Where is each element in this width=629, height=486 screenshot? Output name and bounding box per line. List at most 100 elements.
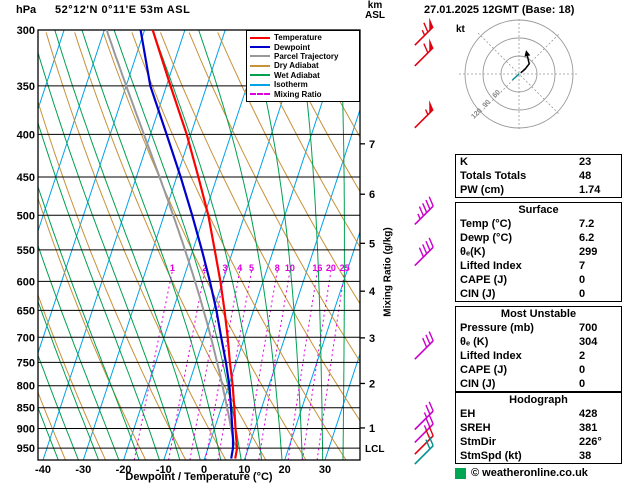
- wind-barb-full-tick: [425, 439, 431, 450]
- mixing-ratio-line: [258, 267, 291, 460]
- table-row-value: 7.2: [579, 218, 595, 230]
- table-row: CIN (J) 0: [456, 287, 621, 301]
- temperature-tick-label: 10: [238, 464, 250, 476]
- table-row-value: 38: [579, 450, 592, 462]
- hodograph-trace-arrow: [524, 50, 531, 57]
- table-row-label: θₑ (K): [460, 336, 489, 348]
- dry-adiabat-line: [245, 32, 360, 248]
- mixing-ratio-label: 20: [326, 263, 336, 273]
- pressure-tick-label: 950: [17, 443, 35, 455]
- hodograph-ring-label: 120: [470, 107, 483, 120]
- dewpoint-curve: [139, 30, 235, 459]
- dry-adiabat-line: [45, 32, 227, 460]
- pressure-tick-label: 400: [17, 129, 35, 141]
- table-row: Lifted Index 2: [456, 349, 621, 363]
- altitude-unit-km: km: [367, 0, 383, 11]
- table-row: CAPE (J) 0: [456, 273, 621, 287]
- legend-item: Parcel Trajectory: [250, 52, 356, 61]
- km-tick-label: 4: [369, 286, 376, 298]
- mixing-ratio-line: [302, 267, 332, 460]
- table-row-value: 0: [579, 378, 586, 390]
- wet-adiabat-line: [38, 353, 79, 460]
- table-row-label: Lifted Index: [460, 350, 522, 362]
- footer: © weatheronline.co.uk: [455, 467, 588, 479]
- table-row: CAPE (J) 0: [456, 363, 621, 377]
- pressure-tick-label: 500: [17, 210, 35, 222]
- mixing-ratio-line: [287, 267, 319, 460]
- wind-barb-full-tick: [423, 43, 429, 54]
- wind-barb-half-tick: [424, 109, 429, 115]
- wind-barb-half-tick: [423, 412, 428, 418]
- legend-item: Dewpoint: [250, 42, 356, 52]
- legend-line-swatch: [250, 74, 270, 77]
- km-tick-label: 2: [369, 378, 375, 390]
- table-row: Temp (°C) 7.2: [456, 217, 621, 231]
- wind-barb-full-tick: [423, 22, 429, 33]
- mixing-ratio-line: [316, 267, 346, 460]
- dry-adiabat-line: [38, 100, 187, 460]
- temperature-tick-label: -30: [75, 464, 91, 476]
- mixing-ratio-label: 1: [170, 263, 175, 273]
- temperature-tick-label: 20: [279, 464, 291, 476]
- pressure-tick-label: 750: [17, 357, 35, 369]
- table-row-label: CAPE (J): [460, 274, 508, 286]
- km-tick-label: 1: [369, 423, 375, 435]
- wind-barb-full-tick: [428, 401, 434, 412]
- km-tick-label: 3: [369, 333, 375, 345]
- pressure-tick-label: 600: [17, 276, 35, 288]
- wind-barb-full-tick: [428, 331, 434, 342]
- table-row-label: CAPE (J): [460, 364, 508, 376]
- mixing-ratio-line: [244, 267, 279, 460]
- wet-adiabat-line: [38, 121, 160, 460]
- table-row-label: Temp (°C): [460, 218, 512, 230]
- wind-barb: [414, 38, 434, 67]
- table-row-label: SREH: [460, 422, 491, 434]
- mixing-ratio-label: 8: [275, 263, 280, 273]
- wet-adiabat-line: [152, 30, 263, 460]
- table-row-label: CIN (J): [460, 288, 496, 300]
- legend-line-swatch: [250, 36, 270, 39]
- mixing-ratio-labels: 1 2 3 4 5 8 10 16 20 25: [170, 263, 350, 273]
- isotherm-line: [38, 30, 146, 355]
- pressure-axis-unit-label: hPa: [16, 4, 37, 16]
- table-row: Pressure (mb) 700: [456, 321, 621, 335]
- isotherm-line: [123, 30, 266, 460]
- hodograph-table: Hodograph EH 428 SREH 381 StmDir 226° StmSpd (k…: [455, 392, 622, 464]
- legend-item: Dry Adiabat: [250, 61, 356, 70]
- copyright-text: © weatheronline.co.uk: [471, 467, 588, 479]
- isotherm-line: [82, 30, 226, 460]
- hodograph-trace: [520, 55, 531, 74]
- table-row-value: 2: [579, 350, 586, 362]
- wind-barb-flag: [429, 100, 434, 114]
- wet-adiabat-line: [38, 244, 120, 460]
- wind-barb: [414, 436, 434, 465]
- legend-line-swatch: [250, 83, 270, 86]
- dry-adiabat-line: [160, 32, 360, 422]
- wind-barb-full-tick: [428, 237, 434, 248]
- mixing-ratio-axis-title: Mixing Ratio (g/kg): [382, 227, 394, 317]
- table-row-value: 23: [579, 156, 592, 168]
- table-row-value: 226°: [579, 436, 602, 448]
- table-title: Hodograph: [509, 394, 568, 406]
- indices-table: K 23 Totals Totals 48 PW (cm) 1.74: [455, 154, 622, 198]
- dry-adiabat-line: [217, 32, 360, 305]
- wind-barb-full-tick: [425, 334, 431, 345]
- datetime-title: 27.01.2025 12GMT (Base: 18): [424, 4, 575, 16]
- pressure-tick-label: 450: [17, 172, 35, 184]
- legend-line-swatch: [250, 55, 270, 58]
- legend-line-swatch: [250, 64, 270, 67]
- table-row: CIN (J) 0: [456, 377, 621, 391]
- wet-adiabat-line: [38, 50, 181, 460]
- wind-barb-flag: [429, 38, 434, 52]
- table-row-label: StmDir: [460, 436, 497, 448]
- table-row-label: Pressure (mb): [460, 322, 534, 334]
- table-row-value: 299: [579, 246, 598, 258]
- surface-table: Surface Temp (°C) 7.2 Dewp (°C) 6.2 θₑ(K) 299 L…: [455, 202, 622, 302]
- table-row-label: EH: [460, 408, 476, 420]
- table-row: θₑ (K) 304: [456, 335, 621, 349]
- table-row: K 23: [456, 155, 621, 169]
- wind-barb: [414, 331, 434, 360]
- mixing-ratio-label: 10: [285, 263, 295, 273]
- isotherm-line: [243, 108, 360, 460]
